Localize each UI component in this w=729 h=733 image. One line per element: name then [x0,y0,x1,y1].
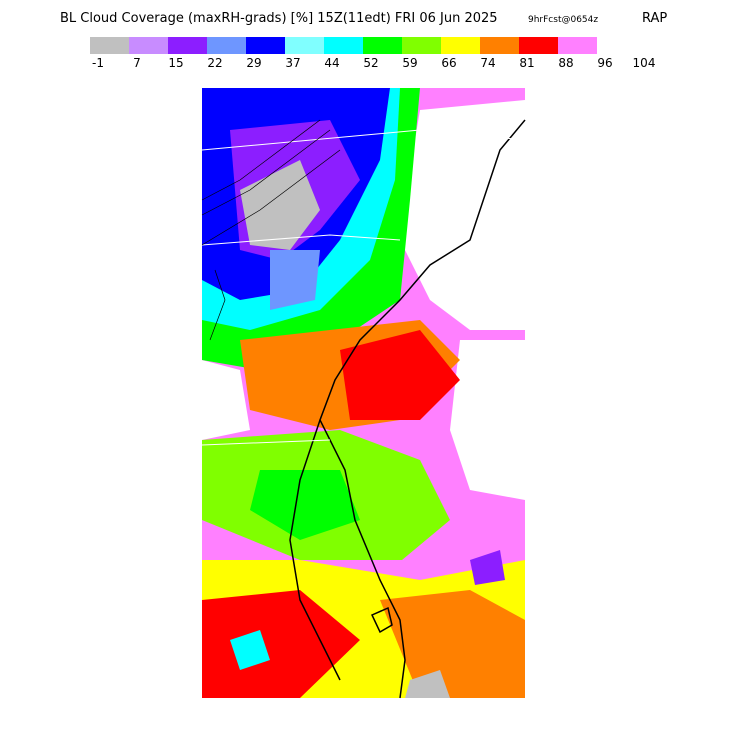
legend: -1 7 15 22 29 37 44 52 59 66 74 81 88 96 104 [90,37,655,70]
map [201,88,526,699]
legend-label: 66 [441,56,456,70]
legend-swatch [441,37,480,54]
legend-label: 29 [246,56,261,70]
legend-swatch [285,37,324,54]
legend-label: 52 [363,56,378,70]
legend-label: 74 [480,56,495,70]
legend-label: 104 [633,56,656,70]
legend-swatch [246,37,285,54]
legend-label: 81 [519,56,534,70]
legend-label: 59 [402,56,417,70]
legend-swatch [207,37,246,54]
legend-label: 37 [285,56,300,70]
legend-swatch [519,37,558,54]
legend-swatch [363,37,402,54]
boundaries [201,129,526,446]
contours [201,119,341,341]
cloud-field [202,88,525,698]
legend-label: 44 [324,56,339,70]
legend-label: 96 [597,56,612,70]
legend-swatch [129,37,168,54]
legend-label: 88 [558,56,573,70]
forecast-label: 9hrFcst@0654z [528,15,598,25]
legend-swatch [324,37,363,54]
legend-label: 15 [168,56,183,70]
legend-swatch [402,37,441,54]
legend-swatch [90,37,129,54]
legend-swatch [168,37,207,54]
legend-swatch [558,37,597,54]
model-label: RAP [642,11,667,26]
title: BL Cloud Coverage (maxRH-grads) [%] 15Z(… [60,11,498,26]
legend-swatch [480,37,519,54]
legend-label: 7 [133,56,141,70]
legend-label: -1 [92,56,104,70]
state-borders [289,119,526,699]
legend-label: 22 [207,56,222,70]
